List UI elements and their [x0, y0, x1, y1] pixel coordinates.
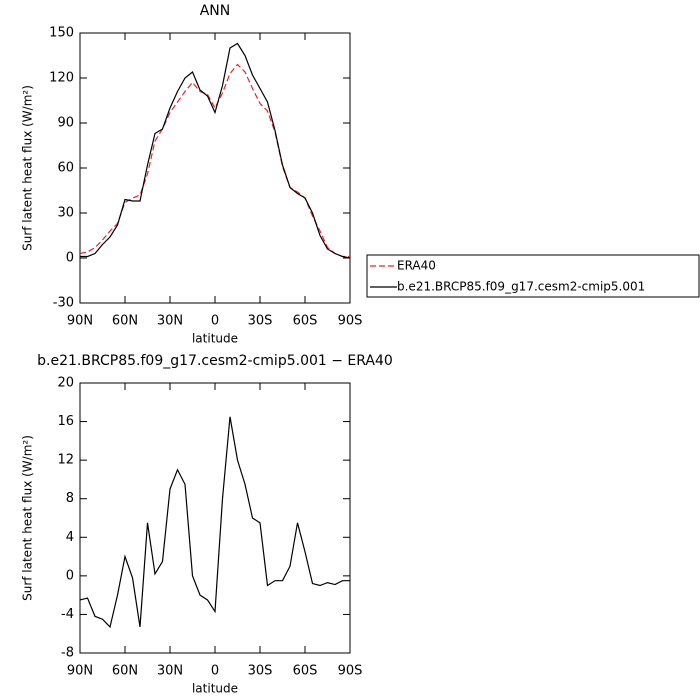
y-tick-label: -4 — [61, 607, 74, 622]
y-tick-label: 120 — [49, 71, 74, 86]
x-tick-label: 0 — [211, 664, 219, 679]
y-tick-label: 8 — [66, 491, 74, 506]
y-tick-label: 150 — [49, 26, 74, 41]
y-axis-label: Surf latent heat flux (W/m²) — [21, 435, 35, 601]
y-tick-label: 60 — [57, 161, 74, 176]
y-axis-label: Surf latent heat flux (W/m²) — [21, 85, 35, 251]
x-tick-label: 90N — [67, 664, 93, 679]
x-tick-label: 60S — [293, 664, 318, 679]
y-tick-label: 20 — [57, 376, 74, 391]
chart-title: b.e21.BRCP85.f09_g17.cesm2-cmip5.001 − E… — [37, 353, 393, 369]
data-line — [79, 63, 350, 258]
y-tick-label: 0 — [66, 251, 74, 266]
legend-label: ERA40 — [397, 259, 436, 273]
data-line — [79, 416, 350, 629]
x-tick-label: 90N — [67, 314, 93, 329]
y-tick-label: 16 — [57, 414, 74, 429]
plot-frame — [79, 32, 351, 304]
y-tick-label: 0 — [66, 568, 74, 583]
y-tick-label: -8 — [61, 646, 74, 661]
y-tick-label: -30 — [53, 296, 74, 311]
legend-label: b.e21.BRCP85.f09_g17.cesm2-cmip5.001 — [397, 280, 645, 294]
x-tick-label: 60N — [112, 314, 138, 329]
x-tick-label: 90S — [338, 314, 363, 329]
y-tick-label: 30 — [57, 206, 74, 221]
x-tick-label: 60S — [293, 314, 318, 329]
legend-box — [366, 254, 700, 298]
x-tick-label: 0 — [211, 314, 219, 329]
x-tick-label: 60N — [112, 664, 138, 679]
x-tick-label: 90S — [338, 664, 363, 679]
x-tick-label: 30S — [248, 664, 273, 679]
y-tick-label: 90 — [57, 116, 74, 131]
x-tick-label: 30S — [248, 314, 273, 329]
x-axis-label: latitude — [192, 682, 238, 696]
y-tick-label: 12 — [57, 453, 74, 468]
x-tick-label: 30N — [157, 664, 183, 679]
x-axis-label: latitude — [192, 332, 238, 346]
x-tick-label: 30N — [157, 314, 183, 329]
y-tick-label: 4 — [66, 530, 74, 545]
chart-title: ANN — [200, 3, 231, 19]
data-line — [80, 42, 351, 259]
